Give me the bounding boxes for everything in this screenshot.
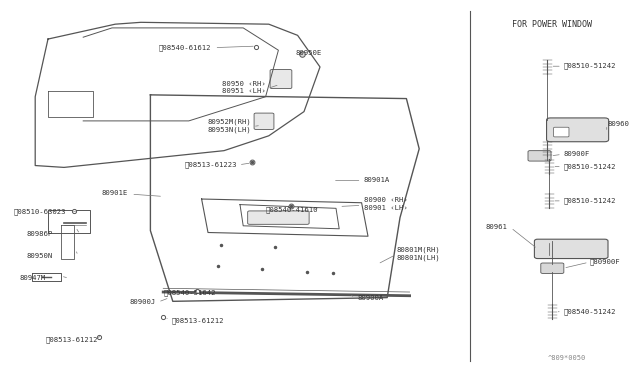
- Text: 80900A: 80900A: [357, 295, 383, 301]
- Text: ^809*0050: ^809*0050: [547, 355, 586, 361]
- Text: Ⓝ08513-61212: Ⓝ08513-61212: [46, 336, 99, 343]
- Text: Ⓝ80900F: Ⓝ80900F: [590, 258, 621, 265]
- Text: Ⓝ08540-51242: Ⓝ08540-51242: [563, 308, 616, 315]
- Text: 80960: 80960: [608, 121, 630, 126]
- FancyBboxPatch shape: [270, 70, 292, 89]
- Text: Ⓝ08540-61612: Ⓝ08540-61612: [159, 44, 211, 51]
- Text: 80901E: 80901E: [102, 190, 128, 196]
- Text: 80950N: 80950N: [27, 253, 53, 259]
- FancyBboxPatch shape: [547, 118, 609, 142]
- Text: Ⓝ08540-41610: Ⓝ08540-41610: [266, 206, 318, 213]
- FancyBboxPatch shape: [254, 113, 274, 129]
- Text: 80900 ‹RH›
80901 ‹LH›: 80900 ‹RH› 80901 ‹LH›: [364, 197, 407, 211]
- Text: Ⓝ08513-61212: Ⓝ08513-61212: [172, 317, 224, 324]
- FancyBboxPatch shape: [534, 239, 608, 259]
- FancyBboxPatch shape: [248, 211, 309, 224]
- Text: 80950E: 80950E: [296, 50, 322, 56]
- Text: Ⓝ08510-51242: Ⓝ08510-51242: [563, 163, 616, 170]
- FancyBboxPatch shape: [528, 151, 551, 161]
- Text: Ⓝ08510-51242: Ⓝ08510-51242: [563, 62, 616, 69]
- FancyBboxPatch shape: [541, 263, 564, 273]
- Text: Ⓝ08510-63023: Ⓝ08510-63023: [14, 208, 67, 215]
- Text: 80900J: 80900J: [129, 299, 156, 305]
- FancyBboxPatch shape: [554, 127, 569, 137]
- Text: 80961: 80961: [486, 224, 508, 230]
- Text: 80900F: 80900F: [563, 151, 589, 157]
- Text: 80947M: 80947M: [19, 275, 45, 281]
- Text: 80952M(RH)
80953N(LH): 80952M(RH) 80953N(LH): [208, 118, 252, 132]
- Text: 80901A: 80901A: [364, 177, 390, 183]
- Text: 80801M(RH)
80801N(LH): 80801M(RH) 80801N(LH): [397, 247, 440, 261]
- Text: 80950 ‹RH›
80951 ‹LH›: 80950 ‹RH› 80951 ‹LH›: [222, 81, 266, 94]
- Text: Ⓝ08510-51242: Ⓝ08510-51242: [563, 197, 616, 204]
- Text: Ⓝ08540-51642: Ⓝ08540-51642: [163, 289, 216, 296]
- Text: FOR POWER WINDOW: FOR POWER WINDOW: [512, 20, 591, 29]
- Text: 80986P: 80986P: [27, 231, 53, 237]
- Text: Ⓝ08513-61223: Ⓝ08513-61223: [184, 161, 237, 168]
